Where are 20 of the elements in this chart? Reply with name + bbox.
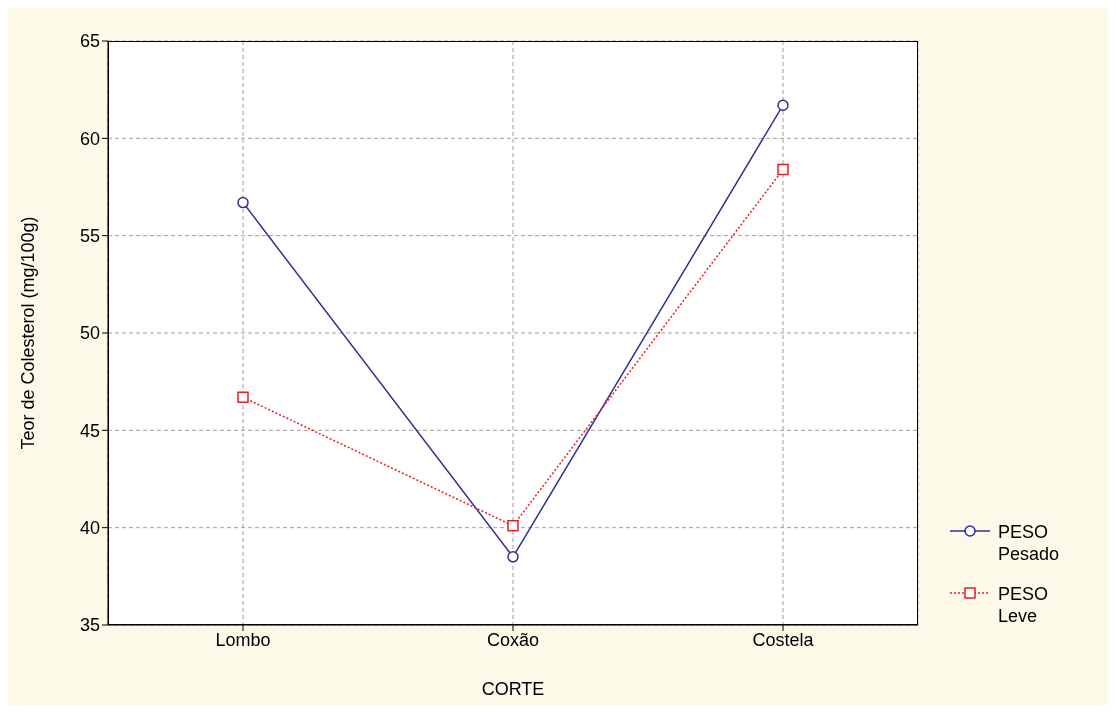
x-axis-title: CORTE: [481, 679, 545, 699]
point: [777, 99, 789, 111]
point: [237, 196, 249, 209]
point: [237, 391, 249, 403]
legend-label: PESO Pesado: [998, 521, 1061, 565]
point: [507, 551, 519, 563]
x-tick-label: Lombo: [215, 629, 271, 650]
point: [507, 519, 519, 532]
point: [777, 163, 789, 176]
y-tick-label: 55: [79, 226, 100, 247]
y-tick-label: 35: [79, 615, 100, 636]
y-tick-label: 60: [79, 128, 100, 149]
y-tick-label: 45: [79, 420, 100, 441]
y-axis-title: Teor de Colesterol (mg/100g): [18, 216, 39, 450]
y-tick-label: 50: [79, 323, 100, 344]
legend-label: PESO Leve: [998, 583, 1050, 627]
y-tick-label: 65: [79, 31, 100, 52]
x-tick-label: Coxão: [486, 629, 540, 650]
y-tick-label: 40: [79, 518, 100, 539]
x-tick-label: Costela: [752, 629, 815, 650]
